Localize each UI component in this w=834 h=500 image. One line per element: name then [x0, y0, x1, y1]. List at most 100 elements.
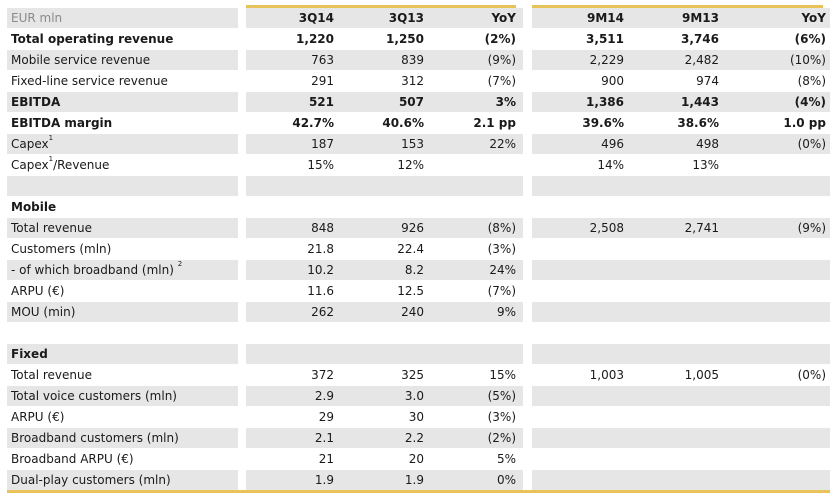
row-label: Broadband customers (mln): [7, 428, 238, 448]
ninemonth-block-bg: [532, 176, 830, 196]
value-cell: 2,508: [589, 221, 624, 235]
value-cell: [424, 344, 516, 364]
value-cell: [532, 386, 624, 406]
value-cell: [719, 407, 826, 427]
quarter-block-bg: [246, 197, 523, 217]
row-label: EBITDA margin: [11, 116, 113, 130]
value-cell: 2.2: [404, 431, 424, 445]
value-cell: 10.2: [307, 263, 334, 277]
row-label: Capex1: [7, 134, 238, 154]
ninemonth-block-bg: [532, 281, 830, 301]
value-cell: [334, 323, 424, 343]
table-row: Capex1/Revenue 15% 12% 14% 13%: [7, 155, 830, 175]
row-label: Fixed-line service revenue: [11, 74, 168, 88]
value-cell: [624, 386, 719, 406]
row-label: Fixed: [7, 344, 238, 364]
table-row: Fixed-line service revenue 291 312 (7%) 900 9…: [7, 71, 830, 91]
value-cell: 496: [601, 137, 624, 151]
value-cell: (3%): [487, 410, 516, 424]
quarter-block-bg: [246, 470, 523, 490]
value-cell: (10%): [789, 53, 826, 67]
value-cell: [624, 176, 719, 196]
ninemonth-block-bg: [532, 29, 830, 49]
table-row: - of which broadband (mln) 2 10.2 8.2 24%: [7, 260, 830, 280]
ninemonth-block-bg: [532, 8, 830, 28]
ninemonth-block-bg: [532, 239, 830, 259]
value-cell: 2.1: [314, 431, 334, 445]
value-cell: [624, 449, 719, 469]
value-cell: [719, 323, 826, 343]
value-cell: 153: [401, 137, 424, 151]
quarter-block-bg: [246, 71, 523, 91]
column-header: 3Q13: [388, 11, 424, 25]
value-cell: (3%): [487, 242, 516, 256]
value-cell: [334, 197, 424, 217]
value-cell: 507: [398, 95, 424, 109]
value-cell: [719, 281, 826, 301]
quarter-block-bg: [246, 449, 523, 469]
value-cell: [246, 344, 334, 364]
value-cell: [719, 239, 826, 259]
value-cell: [532, 176, 624, 196]
footnote-marker: 1: [48, 155, 54, 163]
value-cell: [719, 428, 826, 448]
table-row: Mobile service revenue 763 839 (9%) 2,229 2,4…: [7, 50, 830, 70]
value-cell: (8%): [797, 74, 826, 88]
value-cell: 240: [401, 305, 424, 319]
quarter-block-bg: [246, 92, 523, 112]
value-cell: 312: [401, 74, 424, 88]
value-cell: 3.0: [404, 389, 424, 403]
ninemonth-block-bg: [532, 218, 830, 238]
value-cell: 29: [318, 410, 334, 424]
value-cell: 15%: [307, 158, 334, 172]
value-cell: (7%): [487, 284, 516, 298]
value-cell: 8.2: [404, 263, 424, 277]
quarter-block-bg: [246, 113, 523, 133]
value-cell: [624, 323, 719, 343]
value-cell: [532, 428, 624, 448]
value-cell: 20: [408, 452, 424, 466]
value-cell: [246, 176, 334, 196]
value-cell: 1,005: [684, 368, 719, 382]
ninemonth-block-bg: [532, 50, 830, 70]
table-row: ARPU (€) 29 30 (3%): [7, 407, 830, 427]
value-cell: [624, 197, 719, 217]
table-row: Total operating revenue 1,220 1,250 (2%) 3,5…: [7, 29, 830, 49]
value-cell: [424, 197, 516, 217]
value-cell: 2,229: [589, 53, 624, 67]
table-row: Mobile: [7, 197, 830, 217]
value-cell: 926: [401, 221, 424, 235]
value-cell: 1.9: [314, 473, 334, 487]
row-label: Mobile service revenue: [7, 50, 238, 70]
value-cell: [532, 281, 624, 301]
value-cell: [719, 386, 826, 406]
value-cell: 1,443: [681, 95, 719, 109]
value-cell: [532, 344, 624, 364]
value-cell: 21.8: [307, 242, 334, 256]
ninemonth-block-bg: [532, 260, 830, 280]
value-cell: 1.0 pp: [783, 116, 826, 130]
quarter-block-bg: [246, 260, 523, 280]
gold-rule-top-ninemonth: [532, 5, 823, 8]
value-cell: [624, 470, 719, 490]
ninemonth-block-bg: [532, 71, 830, 91]
table-row: EBITDA 521 507 3% 1,386 1,443 (4%): [7, 92, 830, 112]
value-cell: (2%): [487, 431, 516, 445]
value-cell: (8%): [487, 221, 516, 235]
value-cell: [334, 344, 424, 364]
column-header: YoY: [491, 11, 516, 25]
table-row: Dual-play customers (mln) 1.9 1.9 0%: [7, 470, 830, 490]
value-cell: 974: [696, 74, 719, 88]
value-cell: [624, 260, 719, 280]
ninemonth-block-bg: [532, 470, 830, 490]
value-cell: [719, 197, 826, 217]
table-row: Fixed: [7, 344, 830, 364]
value-cell: 40.6%: [382, 116, 424, 130]
value-cell: 22.4: [397, 242, 424, 256]
row-label: MOU (min): [7, 302, 238, 322]
row-label: Total revenue: [11, 368, 92, 382]
value-cell: [532, 449, 624, 469]
row-label: Mobile: [11, 200, 57, 214]
value-cell: 372: [311, 368, 334, 382]
column-header: 3Q14: [298, 11, 334, 25]
